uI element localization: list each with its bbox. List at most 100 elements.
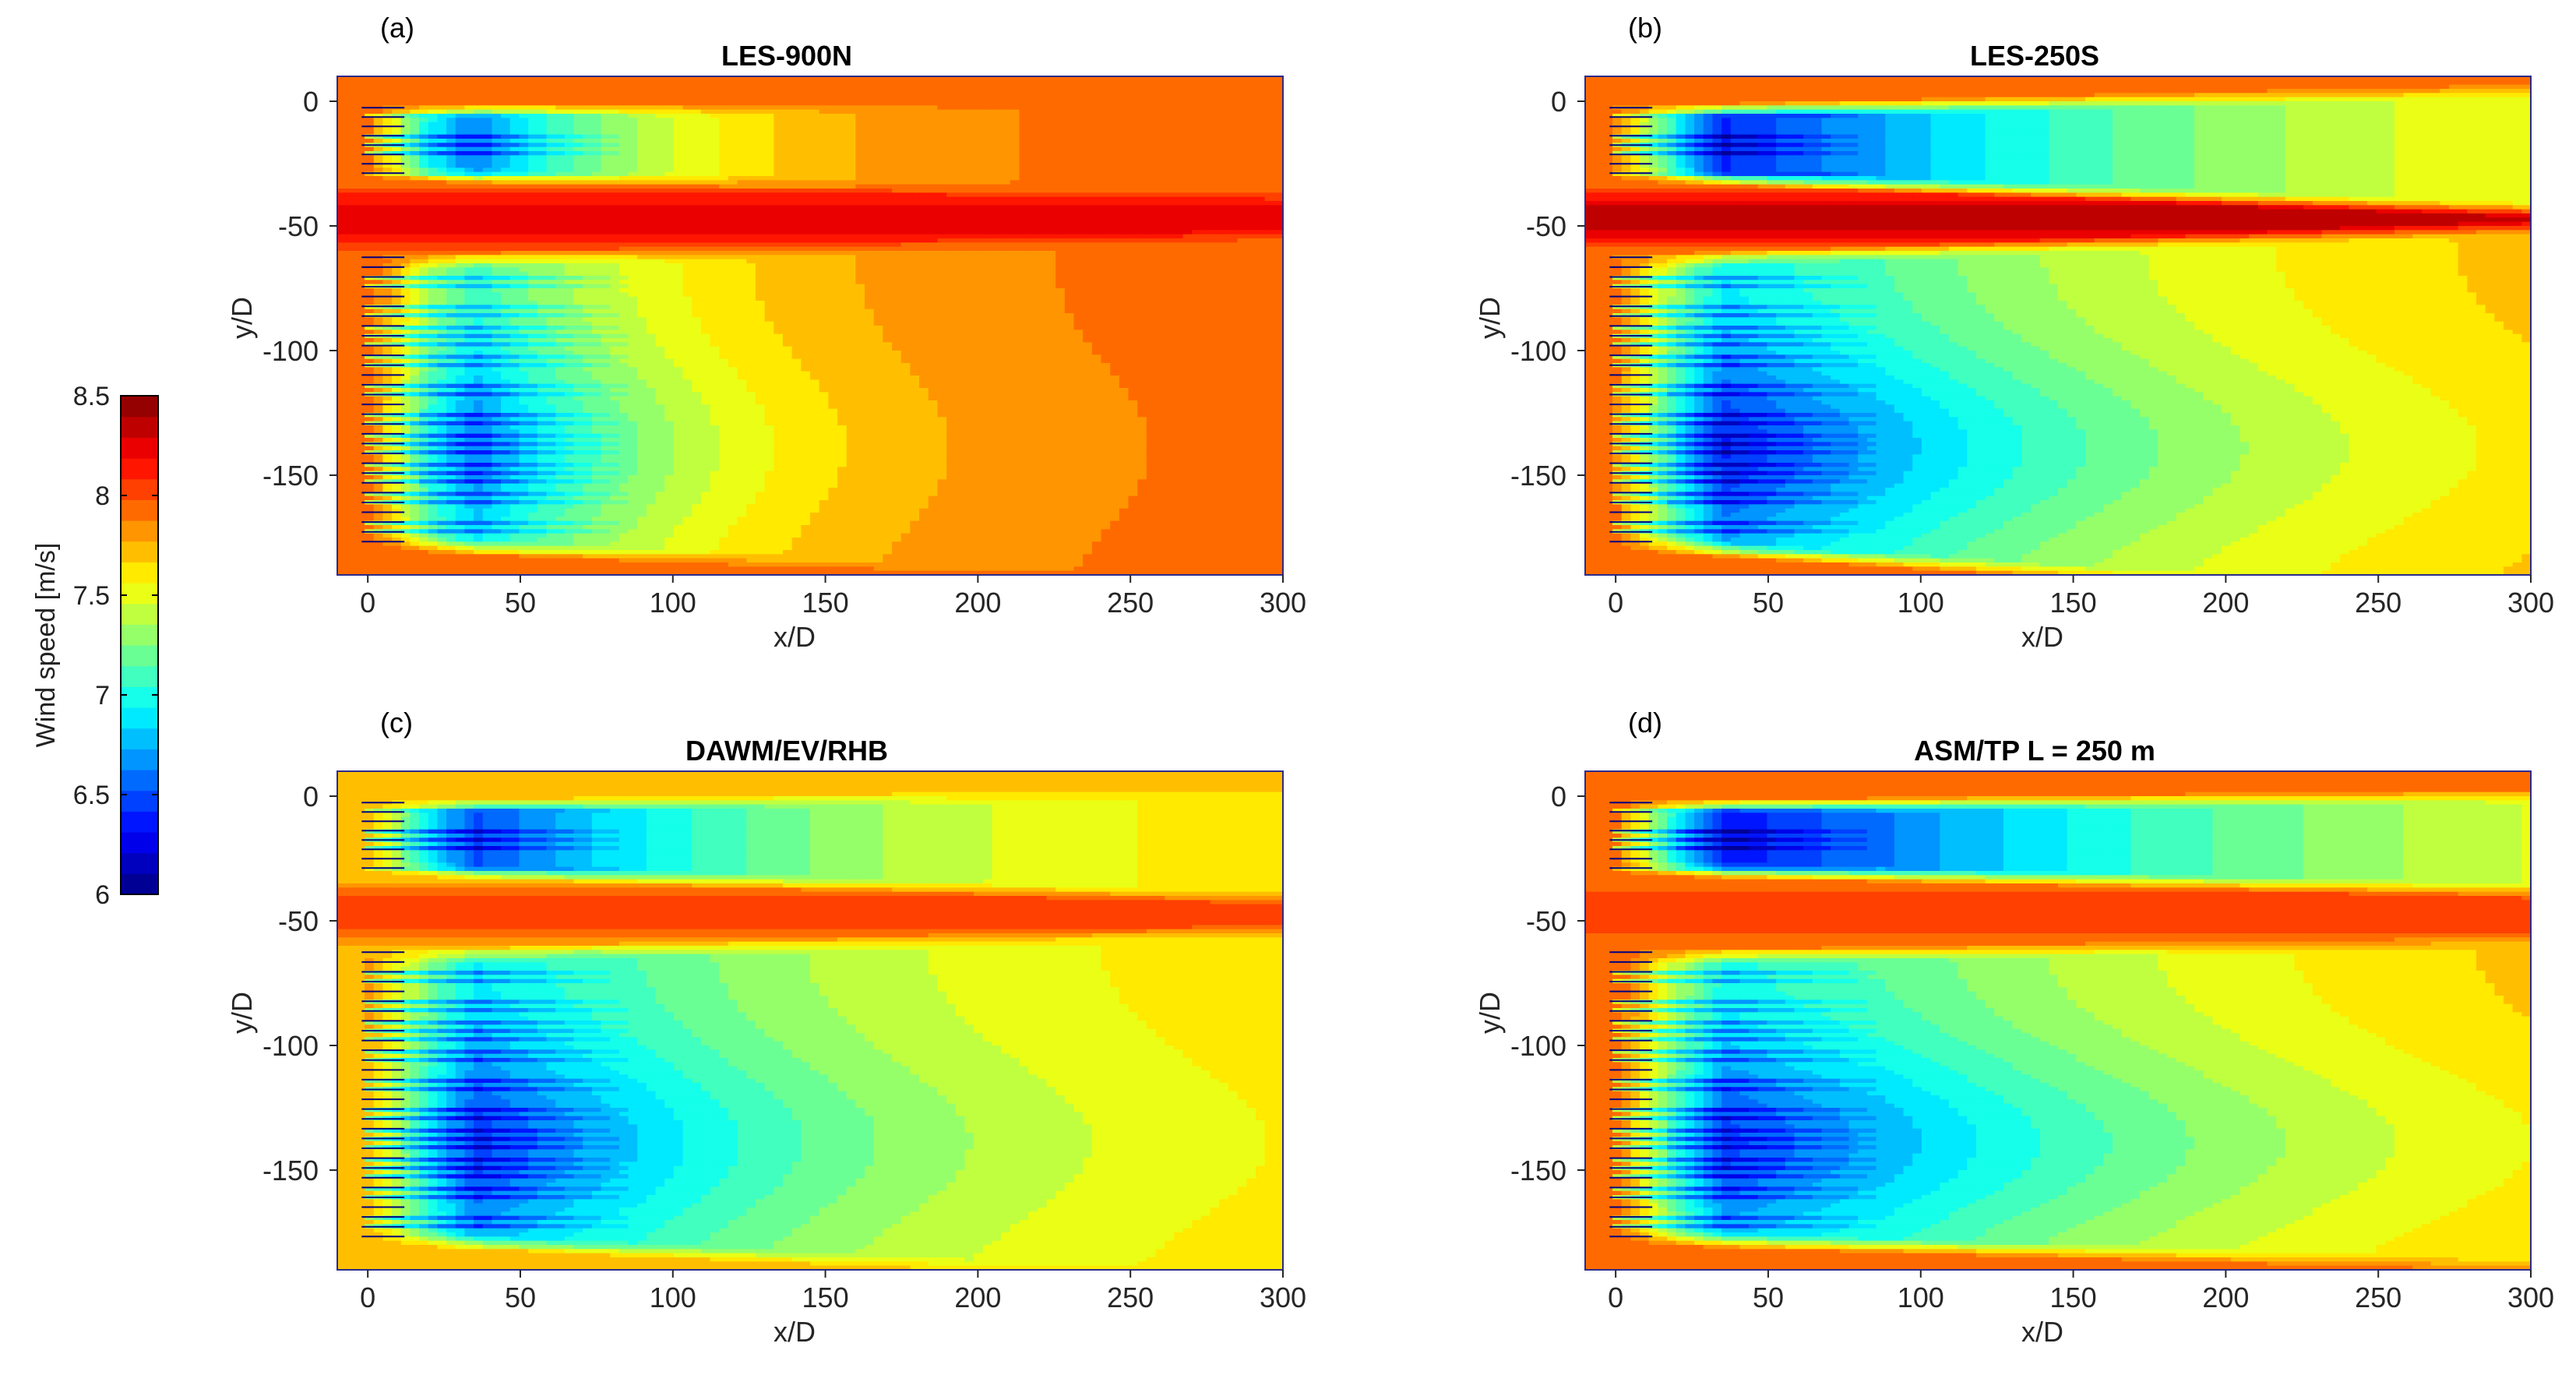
heatmap-cell bbox=[982, 242, 993, 248]
heatmap-cell bbox=[1046, 171, 1056, 177]
heatmap-cell bbox=[974, 139, 984, 144]
heatmap-cell bbox=[1173, 209, 1184, 214]
heatmap-cell bbox=[719, 192, 729, 198]
heatmap-cell bbox=[719, 101, 729, 107]
heatmap-cell bbox=[746, 118, 756, 123]
heatmap-cell bbox=[1155, 226, 1166, 231]
heatmap-cell bbox=[373, 213, 384, 219]
heatmap-cell bbox=[892, 234, 902, 239]
heatmap-cell bbox=[446, 93, 456, 98]
heatmap-cell bbox=[928, 255, 939, 260]
heatmap-cell bbox=[546, 122, 556, 127]
heatmap-cell bbox=[382, 209, 393, 214]
heatmap-cell bbox=[346, 209, 357, 214]
heatmap-cell bbox=[564, 114, 575, 119]
heatmap-cell bbox=[837, 146, 848, 152]
heatmap-cell bbox=[1083, 114, 1093, 119]
heatmap-cell bbox=[982, 84, 993, 90]
heatmap-cell bbox=[1091, 226, 1102, 231]
heatmap-cell bbox=[446, 201, 456, 206]
heatmap-cell bbox=[346, 263, 357, 269]
heatmap-cell bbox=[1028, 151, 1038, 157]
heatmap-cell bbox=[710, 213, 721, 219]
heatmap-cell bbox=[700, 151, 711, 157]
heatmap-cell bbox=[546, 234, 556, 239]
heatmap-cell bbox=[974, 242, 984, 248]
heatmap-cell bbox=[819, 151, 830, 157]
heatmap-cell bbox=[1083, 105, 1093, 111]
heatmap-cell bbox=[1146, 196, 1157, 202]
heatmap-cell bbox=[628, 176, 639, 182]
heatmap-cell bbox=[573, 196, 583, 202]
heatmap-cell bbox=[928, 155, 939, 160]
heatmap-cell bbox=[564, 251, 575, 256]
heatmap-cell bbox=[791, 114, 802, 119]
heatmap-cell bbox=[392, 201, 402, 206]
heatmap-cell bbox=[583, 259, 593, 264]
heatmap-cell bbox=[1037, 146, 1048, 152]
heatmap-cell bbox=[1128, 242, 1139, 248]
heatmap-cell bbox=[455, 255, 466, 260]
heatmap-cell bbox=[982, 171, 993, 177]
heatmap-cell bbox=[1083, 97, 1093, 102]
heatmap-cell bbox=[1155, 80, 1166, 86]
heatmap-cell bbox=[1237, 143, 1248, 148]
heatmap-cell bbox=[1155, 155, 1166, 160]
heatmap-cell bbox=[509, 209, 520, 214]
heatmap-cell bbox=[928, 180, 939, 185]
heatmap-cell bbox=[646, 126, 657, 132]
heatmap-cell bbox=[974, 105, 984, 111]
heatmap-cell bbox=[728, 196, 738, 202]
heatmap-cell bbox=[492, 271, 502, 277]
heatmap-cell bbox=[392, 134, 402, 139]
heatmap-cell bbox=[537, 217, 548, 223]
heatmap-cell bbox=[1119, 151, 1129, 157]
heatmap-cell bbox=[910, 251, 920, 256]
heatmap-cell bbox=[1182, 89, 1193, 94]
heatmap-cell bbox=[1046, 201, 1056, 206]
heatmap-cell bbox=[591, 171, 602, 177]
heatmap-cell bbox=[919, 76, 929, 82]
heatmap-cell bbox=[1119, 167, 1129, 173]
heatmap-cell bbox=[1255, 226, 1266, 231]
heatmap-cell bbox=[937, 189, 947, 194]
heatmap-cell bbox=[1028, 259, 1038, 264]
heatmap-cell bbox=[719, 134, 729, 139]
heatmap-cell bbox=[455, 201, 466, 206]
heatmap-cell bbox=[664, 130, 675, 136]
heatmap-cell bbox=[719, 255, 729, 260]
heatmap-cell bbox=[782, 180, 793, 185]
heatmap-cell bbox=[700, 76, 711, 82]
heatmap-cell bbox=[400, 143, 411, 148]
heatmap-cell bbox=[919, 217, 929, 223]
heatmap-cell bbox=[573, 118, 583, 123]
heatmap-cell bbox=[692, 146, 702, 152]
heatmap-cell bbox=[501, 234, 511, 239]
heatmap-cell bbox=[428, 105, 439, 111]
heatmap-cell bbox=[573, 109, 583, 115]
heatmap-cell bbox=[637, 176, 647, 182]
heatmap-cell bbox=[601, 192, 611, 198]
heatmap-cell bbox=[519, 217, 529, 223]
heatmap-cell bbox=[955, 234, 966, 239]
heatmap-cell bbox=[900, 167, 911, 173]
heatmap-cell bbox=[1255, 189, 1266, 194]
heatmap-cell bbox=[1219, 213, 1229, 219]
heatmap-cell bbox=[700, 84, 711, 90]
heatmap-cell bbox=[801, 76, 811, 82]
heatmap-cell bbox=[337, 271, 347, 277]
heatmap-cell bbox=[746, 205, 756, 210]
heatmap-cell bbox=[346, 217, 357, 223]
heatmap-cell bbox=[673, 196, 684, 202]
heatmap-cell bbox=[555, 201, 566, 206]
heatmap-cell bbox=[492, 109, 502, 115]
heatmap-cell bbox=[346, 196, 357, 202]
heatmap-cell bbox=[1200, 122, 1211, 127]
heatmap-cell bbox=[1055, 255, 1066, 260]
heatmap-cell bbox=[455, 263, 466, 269]
heatmap-cell bbox=[910, 209, 920, 214]
heatmap-cell bbox=[1146, 101, 1157, 107]
heatmap-cell bbox=[509, 205, 520, 210]
heatmap-cell bbox=[1110, 259, 1120, 264]
colorbar-level bbox=[121, 603, 158, 625]
